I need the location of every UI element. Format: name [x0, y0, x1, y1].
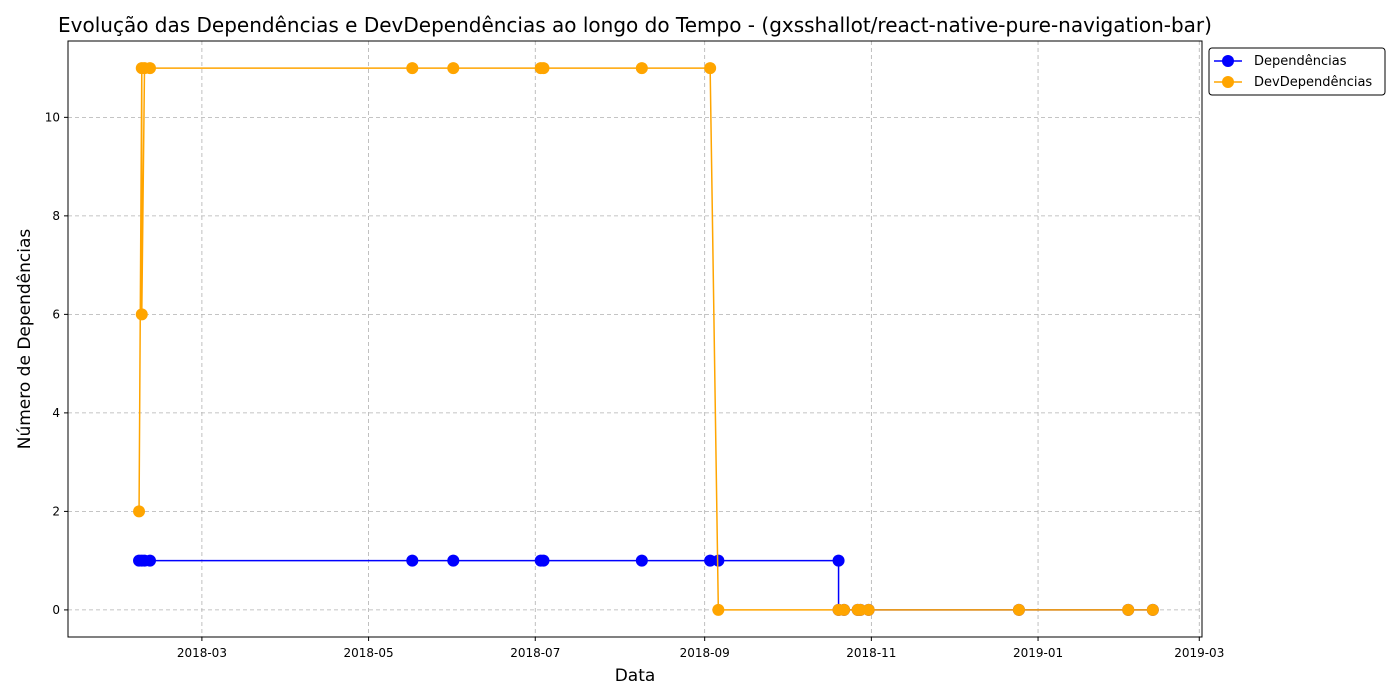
legend-marker-devdependencias: [1222, 76, 1234, 88]
legend: Dependências DevDependências: [1208, 47, 1386, 96]
legend-label-dependencias: Dependências: [1254, 54, 1347, 69]
plot-area-frame: [67, 40, 1203, 638]
x-tick-label: 2018-09: [680, 646, 730, 660]
data-point-devdependencias: [1146, 603, 1159, 616]
legend-marker-dependencias: [1222, 55, 1234, 67]
data-point-devdependencias: [447, 62, 460, 75]
y-tick-label: 4: [52, 406, 60, 420]
data-point-devdependencias: [1012, 603, 1025, 616]
y-tick-label: 10: [45, 110, 60, 124]
x-axis-label: Data: [615, 666, 656, 686]
y-tick-label: 8: [52, 209, 60, 223]
legend-label-devdependencias: DevDependências: [1254, 75, 1372, 90]
data-point-devdependencias: [133, 505, 146, 518]
data-point-devdependencias: [135, 308, 148, 321]
data-point-dependencias: [635, 554, 648, 567]
x-tick-label: 2019-01: [1013, 646, 1063, 660]
y-axis-label: Número de Dependências: [15, 229, 35, 450]
series-line-devdependencias: [138, 67, 1153, 611]
data-point-devdependencias: [838, 603, 851, 616]
x-tick-label: 2019-03: [1174, 646, 1224, 660]
data-point-devdependencias: [537, 62, 550, 75]
data-point-dependencias: [447, 554, 460, 567]
x-tick-label: 2018-05: [344, 646, 394, 660]
y-tick-label: 0: [52, 603, 60, 617]
x-tick-label: 2018-03: [177, 646, 227, 660]
data-point-dependencias: [406, 554, 419, 567]
data-point-dependencias: [143, 554, 156, 567]
x-tick-label: 2018-07: [510, 646, 560, 660]
series-layer: [133, 62, 1159, 616]
data-point-devdependencias: [1122, 603, 1135, 616]
legend-box: [1208, 47, 1386, 96]
grid: [68, 41, 1202, 637]
series-line-dependencias: [139, 559, 1153, 611]
data-point-dependencias: [704, 554, 717, 567]
chart-title: Evolução das Dependências e DevDependênc…: [58, 13, 1212, 37]
data-point-devdependencias: [406, 62, 419, 75]
data-point-devdependencias: [143, 62, 156, 75]
axis-ticks: 2018-03 2018-05 2018-07 2018-09 2018-11 2019-…: [45, 110, 1225, 660]
x-tick-label: 2018-11: [846, 646, 896, 660]
data-point-devdependencias: [862, 603, 875, 616]
data-point-devdependencias: [635, 62, 648, 75]
data-point-devdependencias: [854, 603, 867, 616]
y-tick-label: 6: [52, 307, 60, 321]
data-point-dependencias: [537, 554, 550, 567]
data-point-devdependencias: [704, 62, 717, 75]
data-point-devdependencias: [712, 603, 725, 616]
y-tick-label: 2: [52, 504, 60, 518]
data-point-dependencias: [832, 554, 845, 567]
